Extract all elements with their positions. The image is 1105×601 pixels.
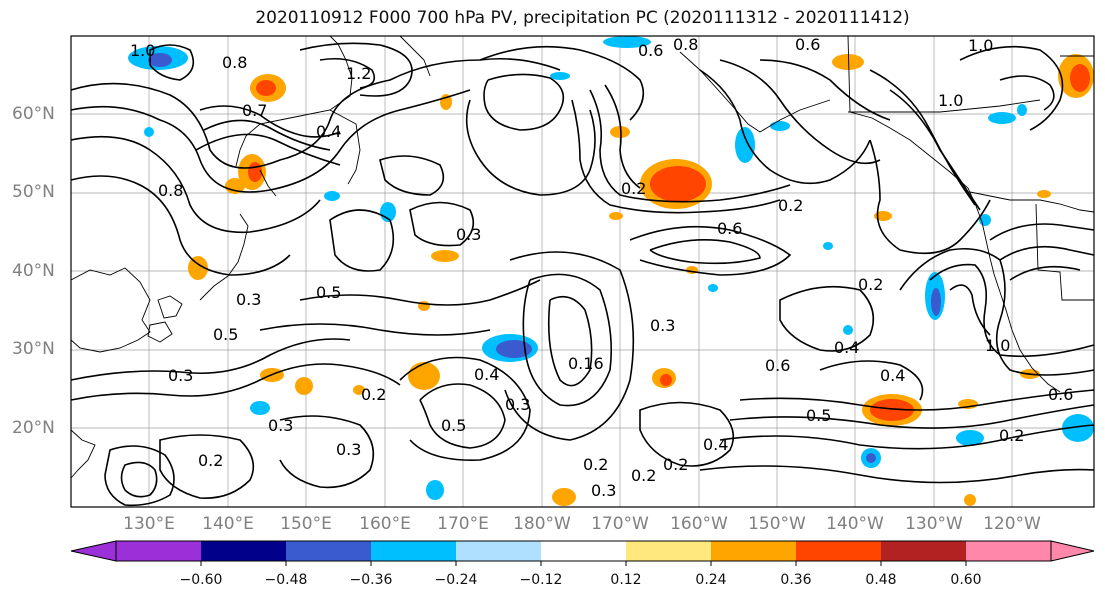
contour-label: 0.2	[858, 275, 883, 294]
contour-label: 1.2	[346, 64, 371, 83]
contour-label: 0.4	[880, 366, 905, 385]
contour-label: 0.3	[236, 290, 261, 309]
contour-label: 0.4	[834, 338, 859, 357]
contour-label: 0.3	[268, 416, 293, 435]
colorbar-tick-label: −0.36	[349, 572, 393, 588]
colorbar-segment	[541, 541, 626, 561]
colorbar-segment	[966, 541, 1051, 561]
colorbar-segment	[116, 541, 201, 561]
contour-label: 0.3	[168, 366, 193, 385]
colorbar-segment	[626, 541, 711, 561]
contour-label: 0.3	[456, 225, 481, 244]
lat-label: 20°N	[12, 418, 55, 438]
contour-label: 0.6	[638, 41, 663, 60]
lon-label: 120°W	[983, 514, 1041, 534]
contour-label: 0.3	[650, 316, 675, 335]
coastlines	[70, 35, 1095, 479]
colorbar-segment	[796, 541, 881, 561]
contour-label: 1.0	[968, 36, 993, 55]
colorbar-extend-low	[70, 540, 117, 562]
colorbar-segment	[371, 541, 456, 561]
contour-label: 0.2	[621, 179, 646, 198]
contour-label: 1.0	[938, 91, 963, 110]
colorbar-tick-label: 0.48	[865, 572, 897, 588]
contour-label: 0.8	[222, 53, 247, 72]
colorbar-segment	[881, 541, 966, 561]
map-title: 2020110912 F000 700 hPa PV, precipitatio…	[255, 8, 910, 28]
contour-label: 0.6	[795, 35, 820, 54]
contour-label: 0.2	[778, 196, 803, 215]
contour-label: 0.2	[999, 426, 1024, 445]
colorbar-tick-label: −0.60	[179, 572, 223, 588]
contour-label: 0.5	[316, 283, 341, 302]
colorbar-extend-high	[1050, 540, 1095, 562]
contour-label: 0.6	[765, 356, 790, 375]
contour-label: 0.7	[242, 101, 267, 120]
lon-label: 140°E	[202, 514, 254, 534]
lon-label: 170°E	[437, 514, 489, 534]
contour-label: 0.5	[213, 325, 238, 344]
contour-label: 0.2	[198, 451, 223, 470]
contour-label: 0.3	[336, 440, 361, 459]
contour-label: 0.2	[663, 455, 688, 474]
colorbar-tick-label: 0.24	[695, 572, 727, 588]
colorbar-tick-label: −0.48	[264, 572, 308, 588]
contour-label: 0.4	[474, 365, 499, 384]
colorbar-tick-label: 0.60	[950, 572, 982, 588]
contour-label: 0.2	[631, 466, 656, 485]
map-frame	[70, 35, 1095, 508]
lon-label: 130°E	[123, 514, 175, 534]
colorbar-tick-label: −0.24	[434, 572, 478, 588]
contour-label: 0.2	[361, 385, 386, 404]
pv-contours	[70, 42, 1095, 507]
precip-shading	[128, 36, 1094, 506]
contour-label: 0.8	[158, 181, 183, 200]
lat-label: 30°N	[12, 339, 55, 359]
contour-label: 0.16	[568, 354, 604, 373]
lat-label: 60°N	[12, 104, 55, 124]
colorbar	[70, 540, 1095, 566]
lon-label: 140°W	[826, 514, 884, 534]
contour-label: 0.3	[591, 481, 616, 500]
lat-label: 50°N	[12, 182, 55, 202]
contour-label-group: 1.0 0.8 1.2 0.6 0.8 0.6 1.0 1.0 0.7 0.4 …	[130, 35, 1073, 500]
lon-label: 150°W	[748, 514, 806, 534]
colorbar-tick-label: 0.12	[610, 572, 642, 588]
contour-label: 0.6	[717, 219, 742, 238]
lon-label: 160°E	[359, 514, 411, 534]
colorbar-segment	[286, 541, 371, 561]
colorbar-tick-label: −0.12	[519, 572, 563, 588]
lon-label: 170°W	[591, 514, 649, 534]
contour-label: 0.5	[806, 406, 831, 425]
colorbar-segment	[201, 541, 286, 561]
contour-label: 0.5	[441, 416, 466, 435]
lon-label: 180°W	[513, 514, 571, 534]
contour-label: 1.0	[130, 41, 155, 60]
colorbar-segment	[456, 541, 541, 561]
contour-label: 0.6	[1048, 385, 1073, 404]
lon-label: 160°W	[670, 514, 728, 534]
contour-label: 1.0	[985, 336, 1010, 355]
contour-label: 0.4	[703, 435, 728, 454]
lat-label: 40°N	[12, 261, 55, 281]
contour-label: 0.8	[673, 35, 698, 54]
contour-label: 0.2	[583, 455, 608, 474]
lon-label: 150°E	[280, 514, 332, 534]
colorbar-tick-label: 0.36	[780, 572, 812, 588]
contour-label: 0.3	[505, 395, 530, 414]
colorbar-segment	[711, 541, 796, 561]
contour-label: 0.4	[316, 122, 341, 141]
lon-label: 130°W	[905, 514, 963, 534]
